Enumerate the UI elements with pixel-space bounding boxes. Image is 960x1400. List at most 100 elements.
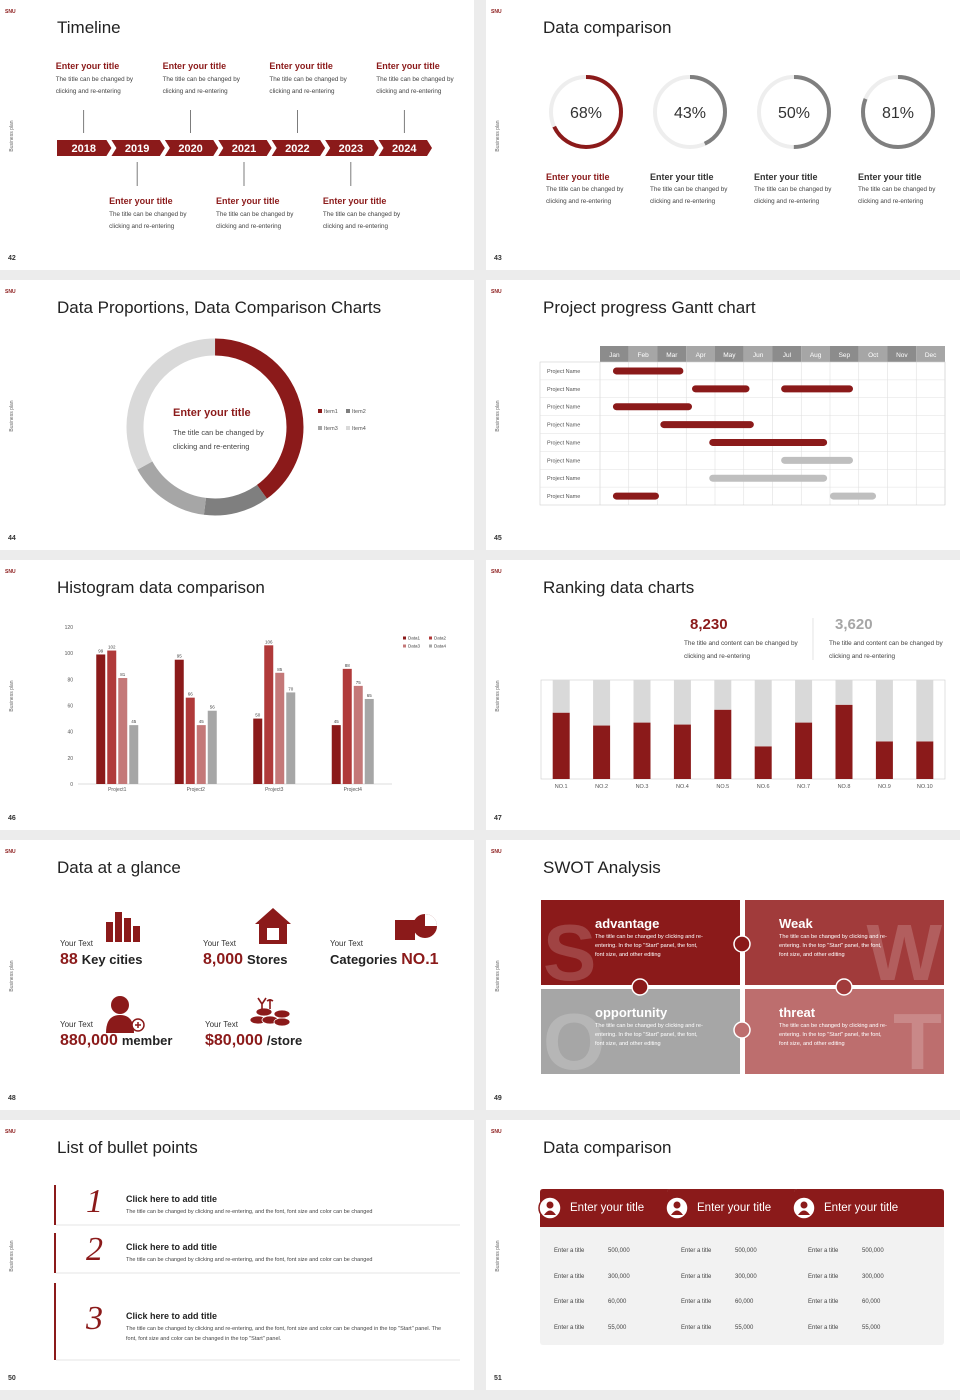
swot-title: threat xyxy=(779,1005,816,1020)
month-header xyxy=(772,346,802,362)
bar xyxy=(196,725,206,784)
x-tick-label: NO.5 xyxy=(716,784,729,790)
gantt-bar xyxy=(612,492,659,500)
value-label: 75 xyxy=(356,680,362,685)
legend-label: Data3 xyxy=(408,644,421,649)
row-value: 300,000 xyxy=(862,1273,884,1280)
bar-segment xyxy=(835,704,853,779)
brand: SNU xyxy=(491,9,502,15)
bullet-bar xyxy=(54,1283,56,1360)
bullet-text: The title can be changed by clicking and… xyxy=(126,1325,442,1342)
row-label: Project Name xyxy=(547,423,580,429)
month-header xyxy=(801,346,830,362)
value-label: 56 xyxy=(210,705,216,710)
timeline-segment xyxy=(378,140,432,156)
item-title: Enter your title xyxy=(754,172,818,182)
slide-graphics: NO.1 NO.2 NO.3 NO.4 NO.5 NO.6 NO.7 NO.8 NO.9 NO.1… xyxy=(540,618,946,790)
y-tick-label: 20 xyxy=(67,756,73,762)
slide: SNU Business plan 48 Data at a glance Your T… xyxy=(0,840,474,1110)
bar-segment xyxy=(714,709,732,779)
bar xyxy=(207,710,217,784)
month-header xyxy=(657,346,687,362)
item-text: The title can be changed by clicking and… xyxy=(55,76,134,95)
value-lead: 880,000 xyxy=(60,1032,118,1049)
item-title: Enter your title xyxy=(109,196,173,206)
bar-segment xyxy=(916,680,934,742)
brand: SNU xyxy=(491,1129,502,1135)
item-label: Your Text xyxy=(60,939,93,948)
x-tick-label: NO.2 xyxy=(595,784,608,790)
swot-title: opportunity xyxy=(595,1005,668,1020)
bar-segment xyxy=(714,680,732,710)
row-label: Enter a title xyxy=(808,1324,839,1331)
bar xyxy=(264,645,274,784)
value-tail: NO.1 xyxy=(401,951,439,968)
month-label: Feb xyxy=(638,352,650,359)
brand: SNU xyxy=(5,289,16,295)
slide: S W O T SNU Business plan 49 SWOT Analysis advan… xyxy=(486,840,960,1110)
page-number: 44 xyxy=(8,535,16,542)
y-tick-label: 40 xyxy=(67,730,73,736)
row-label: Enter a title xyxy=(808,1248,839,1254)
icon-part xyxy=(395,920,415,940)
stat-text: The title and content can be changed by … xyxy=(684,640,798,660)
stat-value: 3,620 xyxy=(835,616,873,633)
legend-label: Item2 xyxy=(352,409,366,415)
month-label: Nov xyxy=(896,352,908,359)
value-label: 66 xyxy=(188,692,194,697)
y-tick-label: 120 xyxy=(65,625,74,631)
row-label: Project Name xyxy=(547,494,580,500)
page-number: 50 xyxy=(8,1375,16,1382)
slide-title: Data comparison xyxy=(543,18,672,37)
year-label: 2024 xyxy=(392,143,417,155)
gantt-bar xyxy=(830,492,876,500)
row-label: Project Name xyxy=(547,387,580,393)
page-number: 48 xyxy=(8,1095,16,1102)
bar-segment xyxy=(754,680,772,747)
ring-arc xyxy=(653,75,727,149)
legend-swatch xyxy=(346,409,350,413)
bar-segment xyxy=(552,712,570,779)
legend-label: Item4 xyxy=(352,426,366,432)
icon-part xyxy=(111,996,129,1014)
slide-title: Data comparison xyxy=(543,1138,672,1157)
month-label: Jul xyxy=(783,352,792,359)
side-label: Business plan xyxy=(9,960,15,992)
ring-label: 43% xyxy=(674,105,706,122)
side-label: Business plan xyxy=(495,1240,501,1272)
bullet-text: The title can be changed by clicking and… xyxy=(126,1209,373,1215)
value-tail: Stores xyxy=(247,952,288,967)
card-icon xyxy=(798,1210,810,1215)
card-icon xyxy=(544,1210,556,1215)
x-tick-label: NO.8 xyxy=(838,784,851,790)
month-label: Apr xyxy=(696,352,707,359)
page-number: 45 xyxy=(494,535,502,542)
brand: SNU xyxy=(5,849,16,855)
icon-part xyxy=(267,928,279,940)
value-lead: 8,000 xyxy=(203,951,244,968)
puzzle-tab xyxy=(631,978,649,996)
gantt-bar xyxy=(660,421,754,429)
gantt-bar xyxy=(709,474,828,482)
legend-swatch xyxy=(429,644,432,648)
x-tick-label: Project4 xyxy=(344,787,363,793)
item-title: Enter your title xyxy=(546,172,610,182)
slide-graphics: Item1 Item2 Item3 Item4 xyxy=(126,338,366,516)
bullet-title: Click here to add title xyxy=(126,1242,218,1252)
legend-label: Data1 xyxy=(408,636,421,641)
slide-title: Ranking data charts xyxy=(543,578,695,597)
month-header xyxy=(600,346,629,362)
brand: SNU xyxy=(491,289,502,295)
row-label: Enter a title xyxy=(554,1299,585,1305)
gantt-bar xyxy=(781,456,853,464)
item-label: Your Text xyxy=(330,939,363,948)
row-label: Project Name xyxy=(547,369,580,375)
row-value: 500,000 xyxy=(735,1248,757,1254)
stat-text: The title and content can be changed by … xyxy=(829,640,943,660)
year-label: 2021 xyxy=(232,143,256,155)
card-body xyxy=(794,1189,944,1345)
row-label: Project Name xyxy=(547,405,580,411)
gantt-bar xyxy=(709,438,828,446)
x-tick-label: Project3 xyxy=(265,787,284,793)
month-label: Sep xyxy=(839,352,851,359)
